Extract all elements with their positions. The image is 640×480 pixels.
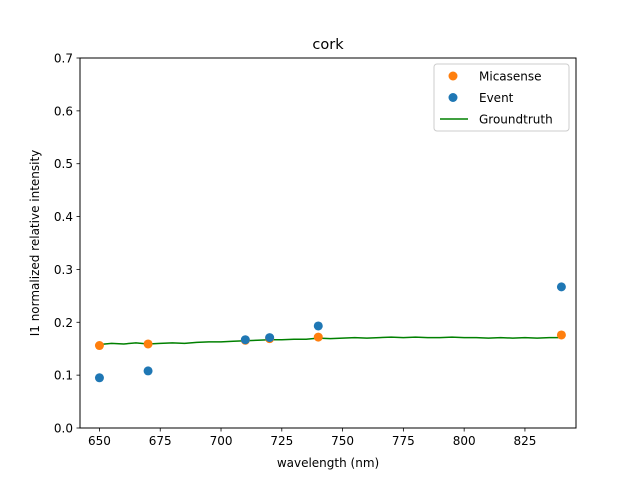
event-point (143, 366, 153, 376)
event-point (313, 321, 323, 331)
event-point (94, 373, 104, 383)
legend: Micasense Event Groundtruth (433, 63, 570, 132)
x-tick-label: 775 (392, 434, 415, 448)
y-tick-label: 0.2 (54, 316, 73, 330)
y-tick-label: 0.1 (54, 369, 73, 383)
micasense-point (143, 339, 153, 349)
x-tick-label: 725 (270, 434, 293, 448)
micasense-point (94, 341, 104, 351)
legend-box (433, 63, 570, 132)
event-point (265, 333, 275, 343)
x-tick-label: 650 (88, 434, 111, 448)
micasense-point (556, 330, 566, 340)
legend-micasense-swatch (448, 71, 458, 81)
y-tick-label: 0.3 (54, 263, 73, 277)
x-tick-label: 825 (513, 434, 536, 448)
micasense-point (313, 332, 323, 342)
y-axis-label: I1 normalized relative intensity (28, 150, 42, 337)
y-tick-label: 0.7 (54, 52, 73, 66)
legend-event-swatch (448, 93, 458, 102)
y-tick-label: 0.0 (54, 422, 73, 436)
x-tick-label: 750 (331, 434, 354, 448)
event-point (240, 335, 250, 345)
y-tick-label: 0.4 (54, 210, 73, 224)
legend-groundtruth-label: Groundtruth (479, 113, 553, 127)
x-tick-label: 800 (453, 434, 476, 448)
legend-event-label: Event (479, 91, 514, 105)
x-tick-label: 700 (210, 434, 233, 448)
y-tick-label: 0.5 (54, 157, 73, 171)
x-tick-label: 675 (149, 434, 172, 448)
x-axis-label: wavelength (nm) (277, 456, 379, 470)
plot-frame (79, 57, 577, 429)
event-point (556, 282, 566, 292)
groundtruth-line (99, 336, 562, 346)
legend-micasense-label: Micasense (479, 70, 542, 84)
y-tick-label: 0.6 (54, 104, 73, 118)
chart-title: cork (312, 37, 344, 53)
